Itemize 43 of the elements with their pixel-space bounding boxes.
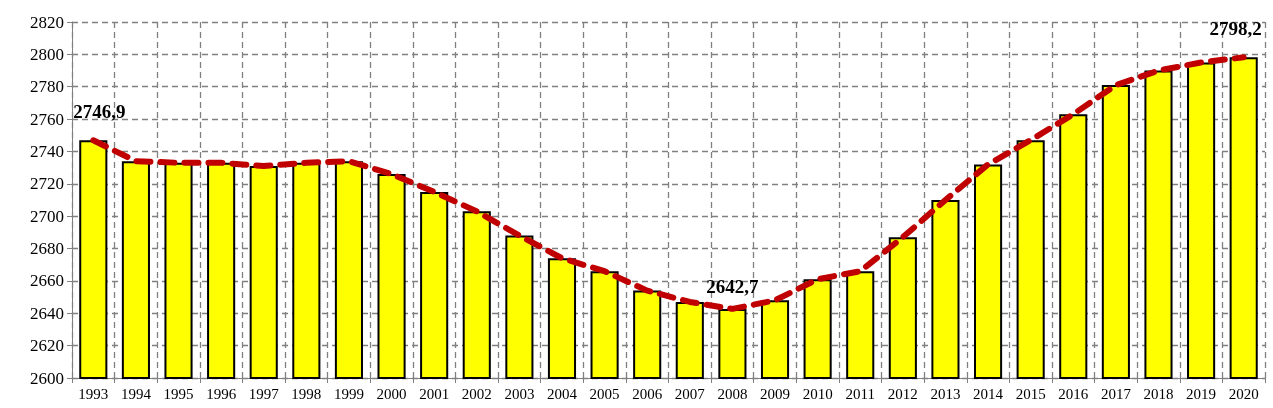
x-tick-label: 2000 <box>376 385 407 402</box>
y-tick-label: 2640 <box>30 303 64 323</box>
data-label: 2642,7 <box>706 275 760 297</box>
x-tick-label: 1997 <box>248 385 280 402</box>
x-tick-label: 2004 <box>546 385 578 402</box>
x-tick-label: 1994 <box>120 385 152 402</box>
x-tick-label: 2005 <box>589 385 620 402</box>
y-tick-label: 2780 <box>30 77 64 97</box>
y-tick-label: 2740 <box>30 141 64 161</box>
x-tick-label: 2006 <box>632 385 663 402</box>
x-tick-label: 2017 <box>1100 385 1132 402</box>
x-tick-label: 2020 <box>1228 385 1259 402</box>
y-tick-label: 2700 <box>30 206 64 226</box>
x-tick-label: 2002 <box>461 385 492 402</box>
x-tick-label: 1999 <box>333 385 364 402</box>
data-label: 2746,9 <box>73 101 126 123</box>
x-tick-label: 2008 <box>717 385 748 402</box>
x-tick-label: 2016 <box>1058 385 1089 402</box>
x-tick-label: 1995 <box>163 385 194 402</box>
x-tick-label: 2015 <box>1015 385 1046 402</box>
y-tick-label: 2760 <box>30 109 64 129</box>
x-tick-label: 2011 <box>845 385 875 402</box>
x-tick-label: 2012 <box>887 385 918 402</box>
y-tick-label: 2620 <box>30 336 64 356</box>
y-tick-label: 2800 <box>30 44 64 64</box>
y-tick-label: 2600 <box>30 368 64 388</box>
x-tick-label: 1996 <box>206 385 237 402</box>
data-label: 2798,2 <box>1209 18 1262 40</box>
x-tick-label: 2013 <box>930 385 961 402</box>
x-tick-label: 1998 <box>291 385 322 402</box>
x-tick-label: 1993 <box>78 385 109 402</box>
x-tick-label: 2014 <box>973 385 1004 402</box>
x-tick-label: 2009 <box>760 385 791 402</box>
x-tick-label: 2007 <box>674 385 706 402</box>
x-tick-label: 2001 <box>419 385 450 402</box>
y-tick-label: 2660 <box>30 271 64 291</box>
x-tick-label: 2018 <box>1143 385 1174 402</box>
x-tick-label: 2010 <box>802 385 833 402</box>
y-tick-label: 2720 <box>30 174 64 194</box>
y-tick-label: 2680 <box>30 239 64 259</box>
y-tick-label: 2820 <box>30 12 64 32</box>
x-tick-label: 2003 <box>504 385 535 402</box>
x-tick-label: 2019 <box>1186 385 1217 402</box>
